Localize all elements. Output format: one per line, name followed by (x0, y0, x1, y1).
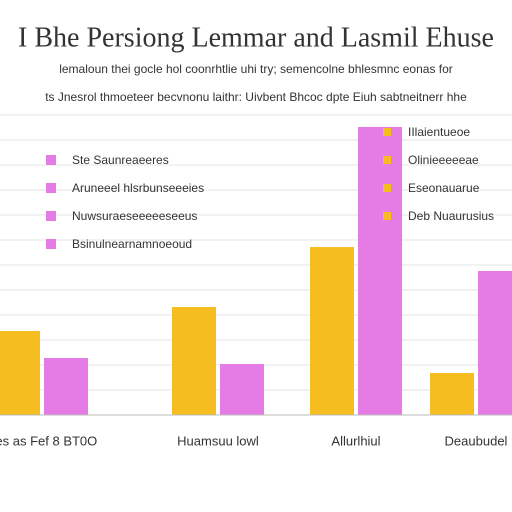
annotation: Deb Nuaurusius (408, 209, 494, 223)
x-tick-label: Allurlhiul (331, 433, 380, 448)
bar (430, 373, 474, 415)
subtitle: lemaloun thei gocle hol coonrhtlie uhi t… (59, 62, 453, 76)
bar (172, 307, 216, 415)
bar (358, 127, 402, 415)
legend-swatch (383, 212, 391, 220)
legend-swatch (46, 239, 56, 249)
annotation: Aruneeel hlsrbunseeeies (72, 181, 204, 195)
x-tick-label: Huamsuu lowl (177, 433, 259, 448)
chart-title: I Bhe Persiong Lemmar and Lasmil Ehuse (18, 22, 494, 53)
bar (220, 364, 264, 415)
subtitle: ts Jnesrol thmoeteer becvnonu laithr: Ui… (45, 90, 467, 104)
bar (478, 271, 512, 415)
x-tick-label: Ees as Fef 8 BT0O (0, 433, 97, 448)
bar (310, 247, 354, 415)
legend-swatch (383, 184, 391, 192)
legend-swatch (383, 128, 391, 136)
legend-swatch (383, 156, 391, 164)
legend-swatch (46, 183, 56, 193)
annotation: Ste Saunreaeeres (72, 153, 169, 167)
annotation: Olinieeeeeae (408, 153, 479, 167)
bar (44, 358, 88, 415)
annotation: Bsinulnearnamnoeoud (72, 237, 192, 251)
legend-swatch (46, 211, 56, 221)
annotation: IIlaientueoe (408, 125, 470, 139)
annotation: Nuwsuraeseeeeeseeus (72, 209, 197, 223)
bar (0, 331, 40, 415)
legend-swatch (46, 155, 56, 165)
x-tick-label: Deaubudel (445, 433, 508, 448)
annotation: Eseonauarue (408, 181, 480, 195)
